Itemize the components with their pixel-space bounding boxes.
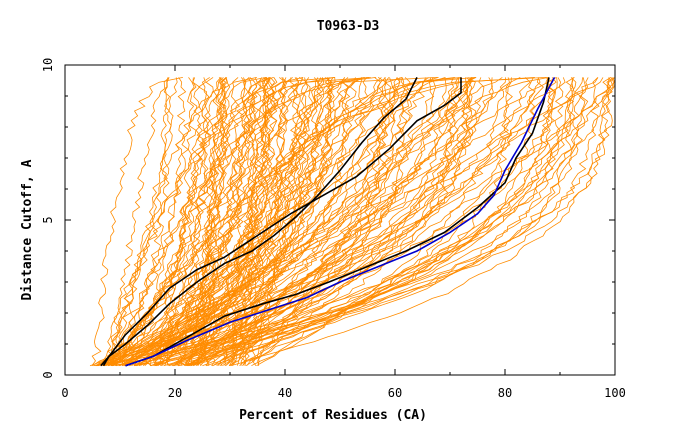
background-series-line [205, 77, 513, 367]
background-series-line [121, 77, 365, 366]
highlight-series-line-1 [102, 77, 418, 367]
background-series-line [135, 77, 357, 366]
background-series-line [188, 77, 577, 367]
axis-ticks [64, 64, 616, 376]
background-series-line [187, 77, 332, 366]
background-series-line [134, 77, 304, 367]
background-series-line [256, 77, 506, 367]
y-tick-label: 5 [41, 216, 55, 223]
background-series-line [218, 77, 289, 366]
background-series-line [97, 77, 473, 367]
background-series-line [109, 77, 257, 366]
background-series-line [157, 77, 267, 366]
x-tick-label: 40 [278, 386, 292, 400]
background-series-line [177, 77, 459, 366]
background-series-line [197, 77, 231, 366]
background-series-line [121, 77, 172, 366]
background-series-line [222, 77, 250, 366]
background-series-line [97, 77, 226, 366]
background-series-line [95, 77, 369, 367]
background-series-line [245, 77, 365, 367]
background-series-line [155, 77, 557, 367]
background-series-line [122, 77, 334, 367]
x-tick-label: 100 [604, 386, 626, 400]
x-tick-label: 80 [498, 386, 512, 400]
background-series-line [118, 77, 436, 367]
background-series-line [202, 77, 334, 366]
chart-title: T0963-D3 [317, 19, 380, 34]
background-series-group [89, 77, 616, 367]
background-series-line [178, 77, 587, 367]
background-series-line [222, 77, 258, 367]
background-series-line [102, 77, 229, 367]
highlight-series-line-3 [125, 77, 550, 367]
x-tick-label: 60 [388, 386, 402, 400]
x-tick-label: 20 [168, 386, 182, 400]
background-series-line [115, 77, 208, 366]
background-series-line [155, 77, 210, 367]
background-series-line [154, 77, 408, 367]
background-series-line [124, 77, 554, 367]
background-series-line [230, 77, 610, 367]
background-series-line [193, 77, 319, 366]
highlight-series-group [100, 77, 556, 367]
background-series-line [106, 77, 169, 366]
background-series-line [188, 77, 333, 366]
highlight-series-line-4 [125, 77, 556, 367]
background-series-line [185, 77, 457, 367]
background-series-line [121, 77, 270, 366]
background-series-line [97, 77, 382, 367]
background-series-line [171, 77, 575, 367]
background-series-line [107, 77, 604, 367]
background-series-line [193, 77, 472, 367]
background-series-line [89, 77, 335, 367]
background-series-line [91, 77, 183, 366]
background-series-line [122, 77, 320, 367]
background-series-line [149, 77, 474, 367]
x-tick-labels: 0 20 40 60 80 100 [61, 386, 625, 400]
background-series-line [251, 77, 503, 366]
background-series-line [225, 77, 472, 367]
background-series-line [257, 77, 477, 366]
x-tick-label: 0 [61, 386, 68, 400]
background-series-line [165, 77, 274, 366]
background-series-line [106, 77, 336, 366]
background-series-line [150, 77, 323, 366]
x-axis-label: Percent of Residues (CA) [239, 408, 427, 423]
background-series-line [138, 77, 477, 367]
background-series-line [142, 77, 401, 367]
background-series-line [125, 77, 276, 366]
background-series-line [244, 77, 278, 366]
background-series-line [186, 77, 409, 367]
highlight-series-line-2 [100, 77, 462, 367]
y-tick-labels: 0 5 10 [41, 58, 55, 379]
background-series-line [100, 77, 371, 366]
background-series-line [244, 77, 485, 366]
background-series-line [104, 77, 171, 366]
background-series-line [173, 77, 391, 367]
background-series-line [157, 77, 557, 366]
background-series-line [179, 77, 214, 367]
background-series-line [102, 77, 351, 367]
y-axis-label: Distance Cutoff, A [20, 159, 35, 300]
background-series-line [231, 77, 300, 366]
background-series-line [187, 77, 616, 367]
background-series-line [104, 77, 387, 367]
background-series-line [108, 77, 566, 366]
y-tick-label: 0 [41, 371, 55, 378]
y-tick-label: 10 [41, 58, 55, 72]
